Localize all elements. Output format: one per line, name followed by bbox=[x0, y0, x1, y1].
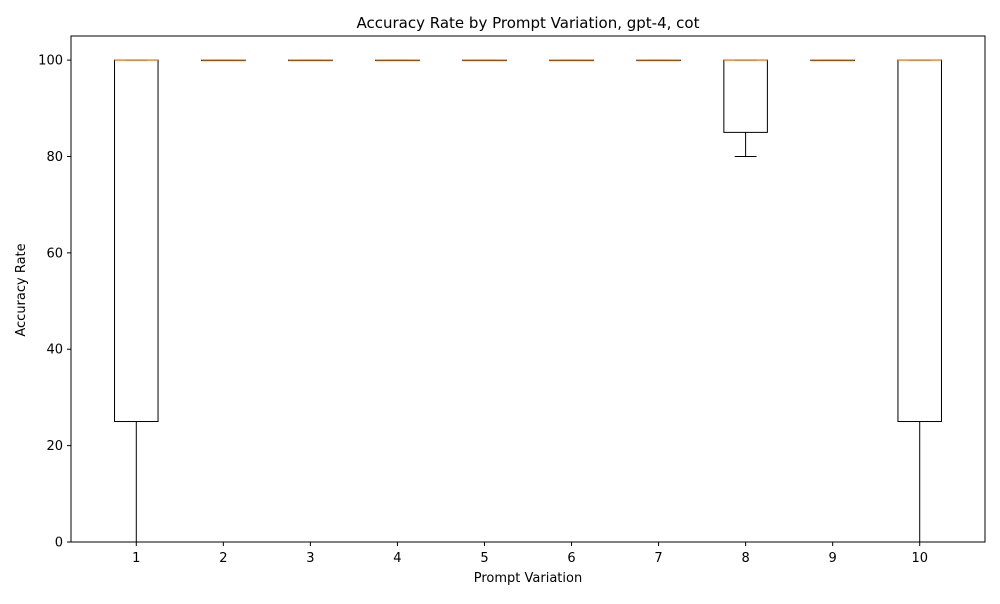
x-tick-label: 6 bbox=[567, 551, 575, 566]
chart-title: Accuracy Rate by Prompt Variation, gpt-4… bbox=[357, 14, 700, 32]
y-tick-label: 100 bbox=[38, 54, 63, 69]
y-tick-label: 60 bbox=[46, 246, 63, 261]
plot-area: 0 20 40 60 80 100 1 2 3 4 5 6 7 8 9 10 bbox=[38, 35, 986, 566]
y-axis-label: Accuracy Rate bbox=[14, 243, 29, 336]
x-tick-label: 8 bbox=[741, 551, 749, 566]
box-body bbox=[114, 59, 159, 423]
y-tick-label: 80 bbox=[46, 150, 63, 165]
x-tick-label: 4 bbox=[393, 551, 401, 566]
x-axis-label: Prompt Variation bbox=[474, 571, 582, 586]
x-tick-label: 1 bbox=[132, 551, 140, 566]
box-body bbox=[897, 59, 942, 423]
x-tick-label: 5 bbox=[480, 551, 488, 566]
y-tick-label: 0 bbox=[55, 536, 63, 551]
y-tick-label: 40 bbox=[46, 343, 63, 358]
x-tick-label: 10 bbox=[911, 551, 928, 566]
x-tick-label: 7 bbox=[654, 551, 662, 566]
x-tick-label: 3 bbox=[306, 551, 314, 566]
x-tick-label: 9 bbox=[829, 551, 837, 566]
axes-frame bbox=[70, 35, 986, 543]
y-tick-label: 20 bbox=[46, 439, 63, 454]
box-body bbox=[723, 59, 768, 133]
x-tick-label: 2 bbox=[219, 551, 227, 566]
